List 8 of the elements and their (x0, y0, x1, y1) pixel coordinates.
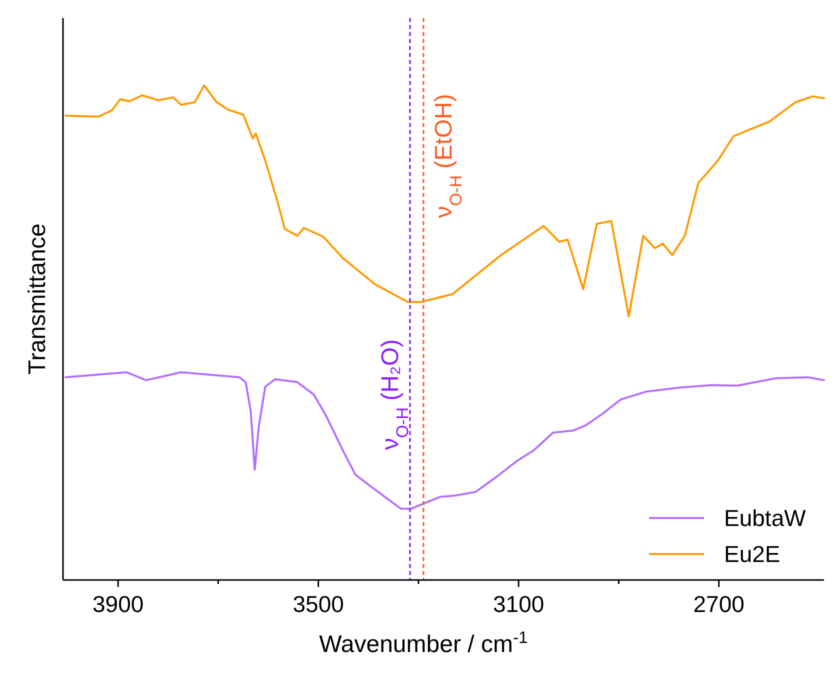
legend-label: Eu2E (724, 541, 780, 567)
x-tick-label: 3100 (493, 591, 544, 617)
x-tick-label: 3500 (292, 591, 344, 617)
x-axis-title: Wavenumber / cm$^{-1}$ (319, 628, 528, 658)
x-tick-label: 3900 (92, 591, 144, 617)
legend-label: EubtaW (724, 505, 806, 531)
y-axis-title: Transmittance (24, 223, 51, 375)
x-tick-label: 2700 (693, 591, 744, 617)
